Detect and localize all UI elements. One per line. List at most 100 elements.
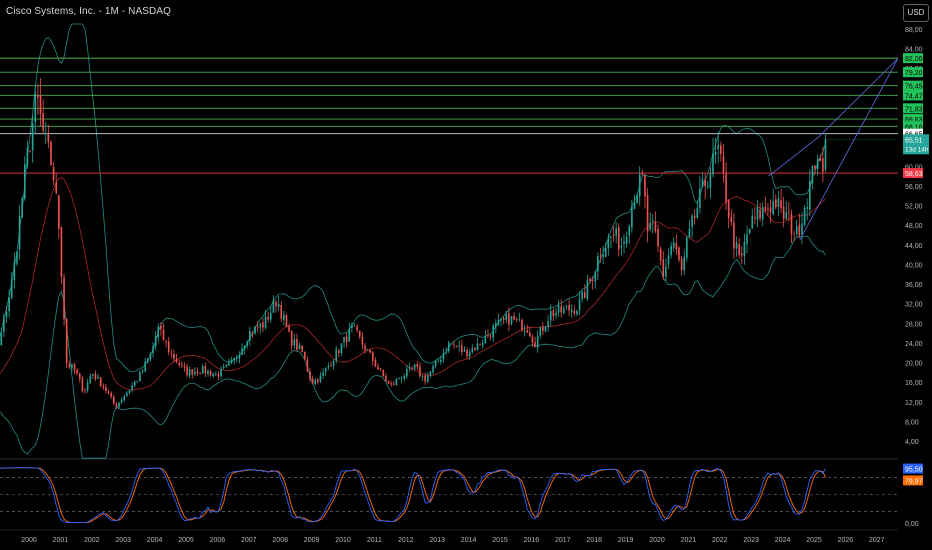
candle — [186, 363, 188, 378]
candle — [348, 322, 351, 342]
candle-body — [421, 375, 424, 377]
candle — [374, 357, 377, 368]
candle-body — [233, 358, 235, 361]
candle — [42, 99, 44, 134]
candle — [259, 322, 262, 334]
candle-body — [602, 254, 604, 257]
candle — [547, 314, 549, 332]
candle-body — [13, 261, 16, 281]
candle — [672, 237, 675, 252]
candle — [816, 154, 819, 176]
candle — [44, 121, 47, 145]
candle-body — [348, 328, 351, 342]
time-tick-label: 2001 — [53, 537, 69, 544]
candle — [131, 382, 133, 393]
candle-body — [303, 352, 306, 360]
candle — [476, 337, 479, 351]
candle — [178, 359, 181, 368]
candle-body — [92, 374, 94, 376]
candle — [746, 226, 748, 254]
candle-body — [701, 179, 704, 188]
candle-body — [547, 321, 549, 328]
candle — [539, 326, 542, 339]
candle — [288, 323, 290, 333]
candle — [204, 362, 207, 377]
candle — [76, 368, 78, 376]
candle-body — [581, 291, 583, 300]
candle — [413, 363, 416, 371]
candle-body — [670, 245, 672, 256]
candle-body — [492, 325, 495, 338]
candle-body — [809, 181, 811, 210]
candle — [128, 389, 131, 395]
candle — [788, 201, 790, 222]
candle-body — [555, 312, 557, 316]
time-tick-label: 2021 — [681, 537, 697, 544]
candle-body — [296, 338, 298, 350]
candle-body — [262, 322, 264, 328]
candle-body — [241, 348, 243, 356]
candle-body — [377, 366, 379, 370]
candle-body — [570, 309, 573, 312]
candle — [209, 369, 212, 377]
candle — [706, 180, 709, 190]
price-tick-label: 16,00 — [905, 380, 923, 387]
candle-body — [583, 292, 586, 298]
candle-body — [160, 325, 162, 330]
price-tick-label: 32,00 — [905, 302, 923, 309]
candle-body — [510, 316, 513, 324]
candle-body — [392, 384, 395, 386]
candle-body — [230, 360, 233, 364]
candle — [21, 195, 24, 218]
candle — [181, 361, 183, 368]
candle — [523, 324, 526, 337]
candle-body — [243, 345, 246, 350]
candle-body — [767, 208, 769, 210]
candle-body — [194, 371, 196, 375]
candle-body — [442, 353, 445, 360]
candle-body — [667, 255, 670, 265]
candle-body — [479, 344, 481, 346]
candle-body — [94, 373, 97, 380]
candle-body — [293, 339, 296, 346]
time-tick-label: 2005 — [178, 537, 194, 544]
candle-body — [610, 236, 612, 238]
candle-body — [319, 375, 322, 382]
candle — [803, 205, 806, 227]
candle — [298, 342, 301, 350]
candle-body — [644, 175, 646, 197]
candle-body — [536, 335, 539, 348]
candle — [296, 333, 298, 352]
candle — [801, 212, 803, 245]
time-tick-label: 2000 — [21, 537, 37, 544]
candle-body — [0, 332, 3, 346]
candle — [416, 360, 419, 370]
candle — [314, 377, 317, 386]
candle-body — [652, 220, 654, 222]
candle-body — [814, 165, 816, 169]
candle — [513, 312, 515, 321]
candle-body — [748, 228, 751, 234]
candle — [196, 367, 199, 376]
candle — [607, 233, 610, 256]
price-labels: 82,0679,2076,4574,4771,8369,6368,1666,65… — [903, 53, 929, 486]
candle-body — [374, 360, 377, 367]
candle-body — [58, 195, 60, 229]
candle-body — [369, 349, 372, 353]
candle — [725, 162, 727, 211]
candle — [688, 219, 691, 239]
currency-button[interactable]: USD — [903, 4, 929, 22]
candle — [387, 380, 390, 385]
candle — [99, 376, 102, 387]
candle-body — [400, 378, 403, 380]
candle-body — [385, 375, 387, 382]
candle-body — [81, 378, 84, 391]
candle — [364, 343, 366, 354]
candle — [777, 191, 780, 216]
candle-body — [322, 372, 324, 376]
candle-body — [199, 373, 201, 374]
candle-body — [364, 345, 366, 351]
candle-body — [508, 313, 510, 325]
candle-body — [68, 363, 71, 368]
